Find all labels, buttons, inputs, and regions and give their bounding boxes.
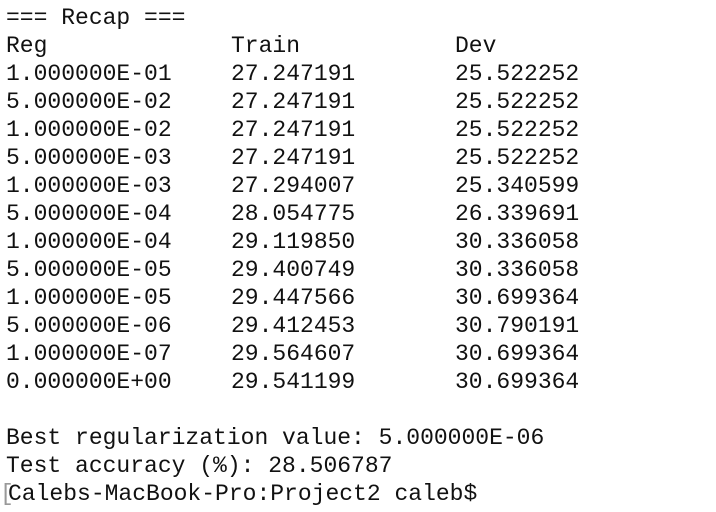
table-cell: 30.699364 [455,369,580,395]
table-cell: 5.000000E-06 [6,313,172,339]
table-cell: 5.000000E-05 [6,257,172,283]
table-cell: 29.412453 [231,313,356,339]
recap-title: === Recap === [6,5,186,31]
table-cell: 1.000000E-01 [6,61,172,87]
table-cell: 1.000000E-05 [6,285,172,311]
table-cell: 1.000000E-04 [6,229,172,255]
prompt-marker: [ [0,481,14,507]
table-cell: 27.247191 [231,145,356,171]
table-cell: 0.000000E+00 [6,369,172,395]
best-line: Best regularization value: 5.000000E-06 [6,425,545,451]
table-cell: 27.247191 [231,117,356,143]
table-cell: 1.000000E-02 [6,117,172,143]
table-cell: 29.119850 [231,229,356,255]
column-header: Train [231,33,301,59]
table-cell: 1.000000E-03 [6,173,172,199]
table-cell: 5.000000E-03 [6,145,172,171]
table-cell: 25.522252 [455,89,580,115]
table-cell: 29.564607 [231,341,356,367]
table-cell: 27.247191 [231,61,356,87]
column-header: Reg [6,33,48,59]
table-cell: 28.054775 [231,201,356,227]
table-cell: 25.522252 [455,145,580,171]
table-cell: 25.522252 [455,61,580,87]
table-cell: 30.699364 [455,285,580,311]
table-cell: 25.522252 [455,117,580,143]
test-line: Test accuracy (%): 28.506787 [6,453,393,479]
table-cell: 27.294007 [231,173,356,199]
table-cell: 5.000000E-04 [6,201,172,227]
column-header: Dev [455,33,497,59]
table-cell: 1.000000E-07 [6,341,172,367]
table-cell: 27.247191 [231,89,356,115]
prompt: Calebs-MacBook-Pro:Project2 caleb$ [8,481,478,507]
table-cell: 30.336058 [455,257,580,283]
table-cell: 30.336058 [455,229,580,255]
table-cell: 29.400749 [231,257,356,283]
table-cell: 25.340599 [455,173,580,199]
table-cell: 26.339691 [455,201,580,227]
table-cell: 29.541199 [231,369,356,395]
table-cell: 29.447566 [231,285,356,311]
table-cell: 5.000000E-02 [6,89,172,115]
table-cell: 30.790191 [455,313,580,339]
table-cell: 30.699364 [455,341,580,367]
